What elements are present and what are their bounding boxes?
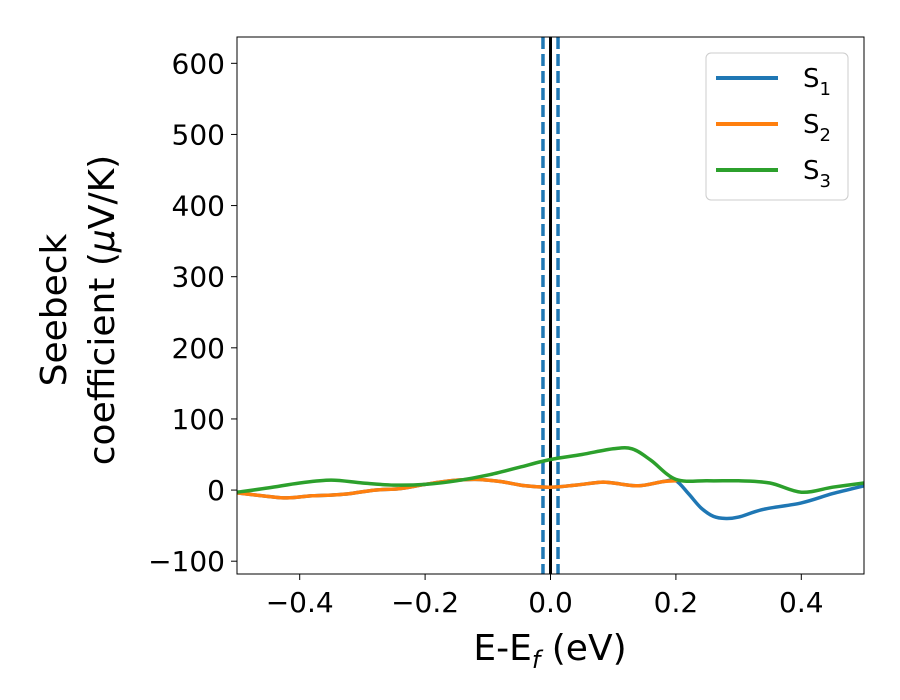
legend-label-s2: S2 <box>803 110 831 146</box>
y-axis: −100 0 100 200 300 400 500 600 <box>148 47 237 578</box>
legend: S1 S2 S3 <box>705 52 849 201</box>
y-tick-label: 500 <box>172 118 225 151</box>
x-axis-label: E-Ef (eV) <box>473 628 626 674</box>
y-axis-label: Seebeck coefficient (μV/K) <box>34 155 123 465</box>
y-tick-label: 100 <box>172 403 225 436</box>
y-tick-label: −100 <box>148 545 225 578</box>
y-tick-label: 200 <box>172 332 225 365</box>
x-tick-label: 0.0 <box>528 586 573 619</box>
legend-box <box>705 52 849 201</box>
y-tick-label: 300 <box>172 261 225 294</box>
y-axis-label-line1: Seebeck <box>34 233 75 386</box>
y-tick-label: 400 <box>172 190 225 223</box>
y-axis-label-line2: coefficient (μV/K) <box>82 155 123 465</box>
fermi-level-lines <box>541 37 560 574</box>
legend-label-s3: S3 <box>803 156 831 192</box>
y-tick-label: 600 <box>172 47 225 80</box>
series-line-s3 <box>237 445 864 495</box>
x-tick-label: 0.4 <box>779 586 824 619</box>
x-axis: −0.4 −0.2 0.0 0.2 0.4 <box>266 574 824 619</box>
x-tick-label: −0.2 <box>391 586 459 619</box>
x-tick-label: 0.2 <box>654 586 699 619</box>
y-tick-label: 0 <box>207 474 225 507</box>
legend-label-s1: S1 <box>803 64 831 100</box>
x-tick-label: −0.4 <box>266 586 334 619</box>
series-lines <box>237 445 864 521</box>
